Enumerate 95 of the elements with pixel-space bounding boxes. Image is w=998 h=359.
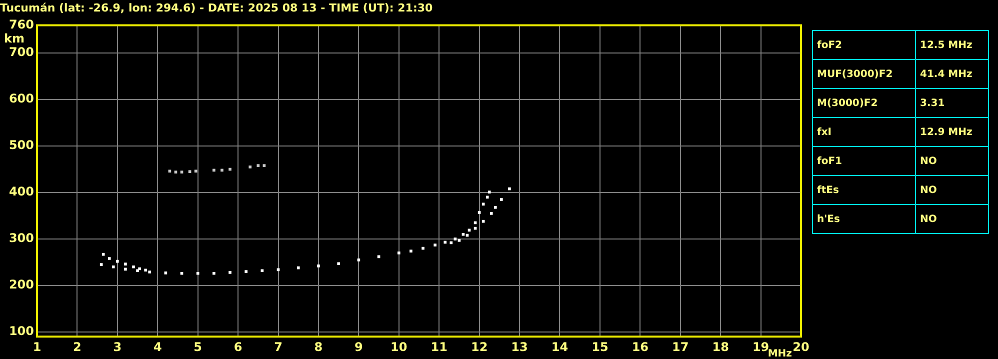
point (478, 211, 481, 214)
point (112, 265, 115, 268)
x-tick-label: 18 (712, 340, 729, 354)
point (188, 170, 192, 174)
y-axis-title: km (4, 31, 24, 46)
x-tick-label: 5 (194, 340, 202, 354)
point (228, 168, 232, 171)
x-tick-label: 12 (470, 340, 488, 354)
point (144, 268, 147, 272)
x-tick-label: 11 (430, 340, 448, 354)
point (444, 240, 447, 244)
point (168, 170, 172, 173)
x-tick-label: 14 (551, 340, 568, 354)
point (228, 271, 232, 274)
y-tick-label: 100 (8, 324, 34, 338)
text: 3.31 (916, 88, 988, 118)
point (337, 262, 340, 266)
text: foF1 (812, 146, 916, 176)
point (108, 257, 111, 260)
x-tick-label: 15 (592, 340, 608, 354)
text: foF2 (812, 30, 916, 60)
point (482, 202, 485, 206)
point (500, 198, 503, 201)
point (174, 170, 178, 174)
x-tick-label: 10 (390, 340, 408, 354)
x-tick-label: 7 (274, 340, 282, 354)
point (482, 220, 485, 223)
x-tick-label: 16 (632, 340, 649, 354)
point (262, 164, 266, 167)
x-tick-label: 3 (113, 340, 122, 354)
point (148, 270, 152, 274)
point (124, 268, 127, 271)
x-tick-label: 19 (752, 340, 770, 354)
y-tick-label: 200 (8, 278, 34, 292)
chart-title: Tucumán (lat: -26.9, lon: 294.6) - DATE: 2025 08 13 - TIME (UT): 21:30 (0, 1, 433, 14)
text: h'Es (812, 204, 916, 234)
point (212, 168, 216, 172)
text: ftEs (812, 176, 916, 204)
point (410, 250, 412, 252)
text: NO (916, 176, 988, 204)
x-tick-label: 6 (234, 340, 242, 354)
point (212, 272, 216, 275)
x-tick-label: 1 (32, 340, 42, 354)
x-tick-label: 2 (73, 340, 82, 354)
text: MUF(3000)F2 (812, 60, 916, 88)
point (164, 272, 168, 274)
point (357, 258, 360, 262)
x-tick-label: 13 (511, 340, 528, 354)
point (434, 244, 436, 246)
x-tick-label: 8 (314, 340, 323, 354)
x-tick-label: 20 (792, 340, 810, 354)
x-tick-label: 9 (354, 340, 363, 354)
point (116, 260, 119, 263)
point (488, 190, 491, 194)
point (377, 255, 380, 258)
point (397, 252, 400, 254)
x-axis-title: MHz (768, 348, 792, 359)
point (494, 206, 497, 209)
point (132, 265, 135, 268)
point (124, 262, 127, 266)
point (296, 266, 300, 270)
point (256, 164, 260, 167)
y-tick-label: 400 (8, 184, 34, 199)
point (454, 238, 457, 240)
y-tick-label: 300 (8, 231, 34, 246)
point (220, 168, 224, 172)
point (458, 238, 461, 242)
point (180, 272, 184, 275)
point (102, 252, 105, 256)
text: 12.9 MHz (916, 118, 988, 146)
point (100, 263, 103, 266)
point (422, 246, 424, 250)
text: 41.4 MHz (916, 60, 988, 88)
point (317, 264, 320, 268)
text: NO (916, 204, 988, 234)
x-tick-label: 4 (153, 340, 162, 354)
y-tick-label: 600 (8, 92, 34, 106)
point (486, 196, 489, 199)
y-tick-label: 500 (8, 138, 34, 152)
point (462, 232, 465, 236)
point (490, 212, 493, 215)
text: 12.5 MHz (916, 30, 988, 60)
point (196, 272, 200, 275)
point (244, 270, 248, 273)
point (248, 166, 252, 168)
point (260, 269, 264, 272)
x-tick-label: 17 (672, 340, 689, 354)
y-tick-label: 700 (8, 45, 34, 60)
text: NO (916, 146, 988, 176)
point (194, 170, 198, 173)
y-tick-label: 760 (8, 17, 34, 32)
text: fxI (812, 118, 916, 146)
text: M(3000)F2 (812, 88, 916, 118)
point (180, 170, 184, 174)
point (508, 187, 511, 190)
